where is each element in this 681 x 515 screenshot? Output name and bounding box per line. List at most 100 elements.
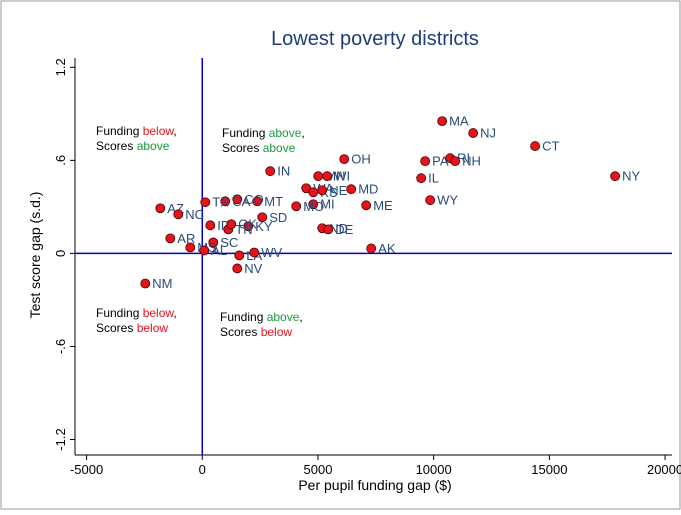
point-label: MA — [449, 114, 469, 129]
point-label: AK — [378, 241, 396, 256]
annotation-part: above — [267, 310, 300, 324]
point-label: ID — [217, 218, 230, 233]
point — [205, 220, 216, 231]
annotation: Scores above — [96, 139, 170, 153]
annotation-part: below — [143, 124, 175, 138]
point — [252, 196, 263, 207]
point — [234, 250, 245, 261]
point-label: KY — [255, 219, 273, 234]
point — [185, 242, 196, 253]
x-tick-label: 15000 — [531, 462, 567, 477]
annotation-part: below — [261, 325, 293, 339]
annotation-part: below — [137, 321, 169, 335]
annotation: Scores below — [96, 321, 168, 335]
point — [199, 245, 210, 256]
y-axis-label: Test score gap (s.d.) — [27, 192, 43, 319]
point-label: IN — [277, 164, 290, 179]
annotation-part: Funding — [220, 310, 267, 324]
point — [173, 209, 184, 220]
point-label: MT — [264, 194, 283, 209]
point-label: IL — [428, 171, 439, 186]
x-axis-label: Per pupil funding gap ($) — [298, 477, 451, 493]
point-label: DE — [335, 222, 353, 237]
annotation-part: , — [173, 124, 176, 138]
annotation-part: Scores — [96, 321, 137, 335]
point-label: NE — [329, 183, 347, 198]
point-label: WY — [437, 193, 458, 208]
y-tick-label: 1.2 — [53, 58, 68, 76]
point-label: WI — [334, 169, 350, 184]
annotation: Funding below, — [96, 306, 177, 320]
y-tick-label: -.6 — [53, 339, 68, 354]
point-label: CA — [232, 194, 250, 209]
x-tick-label: 5000 — [304, 462, 333, 477]
point — [165, 233, 176, 244]
point — [322, 171, 333, 182]
point-label: SC — [220, 235, 238, 250]
point-label: MO — [303, 199, 324, 214]
annotation-part: Scores — [222, 141, 263, 155]
x-tick-label: 20000 — [647, 462, 681, 477]
point — [155, 203, 166, 214]
point-label: PA — [432, 154, 449, 169]
point-label: WV — [261, 245, 282, 260]
x-tick-label: -5000 — [70, 462, 103, 477]
point — [420, 156, 431, 167]
point-label: NM — [152, 276, 172, 291]
annotation-part: above — [263, 141, 296, 155]
point — [140, 278, 151, 289]
point — [346, 184, 357, 195]
point — [200, 197, 211, 208]
point — [437, 116, 448, 127]
point-label: AR — [177, 231, 195, 246]
annotation-part: , — [173, 306, 176, 320]
point — [313, 171, 324, 182]
point — [366, 243, 377, 254]
point — [257, 212, 268, 223]
point — [361, 200, 372, 211]
point — [323, 224, 334, 235]
point-label: MI — [320, 197, 334, 212]
annotation-part: Funding — [96, 124, 143, 138]
point-label: CT — [542, 139, 559, 154]
point-label: OK — [238, 217, 257, 232]
point-label: NJ — [480, 126, 496, 141]
y-tick-label: -1.2 — [53, 428, 68, 450]
chart-title: Lowest poverty districts — [271, 28, 479, 50]
y-tick-label: 0 — [53, 250, 68, 257]
point — [208, 237, 219, 248]
x-tick-label: 0 — [199, 462, 206, 477]
point — [416, 173, 427, 184]
point — [232, 194, 243, 205]
point — [450, 156, 461, 167]
point — [243, 221, 254, 232]
point-label: TX — [212, 195, 229, 210]
point-label: NH — [462, 154, 481, 169]
annotation-part: Funding — [222, 126, 269, 140]
point-label: NV — [244, 261, 262, 276]
annotation: Funding above, — [222, 126, 305, 140]
point — [610, 171, 620, 182]
point — [317, 185, 328, 196]
point — [468, 128, 479, 138]
point-label: NC — [185, 207, 204, 222]
point-label: RI — [457, 151, 470, 166]
annotation: Scores below — [220, 325, 292, 339]
point — [249, 247, 260, 258]
annotation-part: above — [137, 139, 170, 153]
point-label: SD — [269, 210, 287, 225]
point — [425, 195, 436, 206]
annotation-part: above — [269, 126, 302, 140]
annotation-part: Scores — [96, 139, 137, 153]
annotation-part: , — [301, 126, 304, 140]
annotation-part: below — [143, 306, 175, 320]
annotation-part: Funding — [96, 306, 143, 320]
annotation: Funding above, — [220, 310, 303, 324]
point — [339, 154, 350, 165]
annotation-part: Scores — [220, 325, 261, 339]
point — [226, 219, 237, 230]
x-tick-label: 10000 — [416, 462, 452, 477]
y-tick-label: .6 — [53, 155, 68, 166]
